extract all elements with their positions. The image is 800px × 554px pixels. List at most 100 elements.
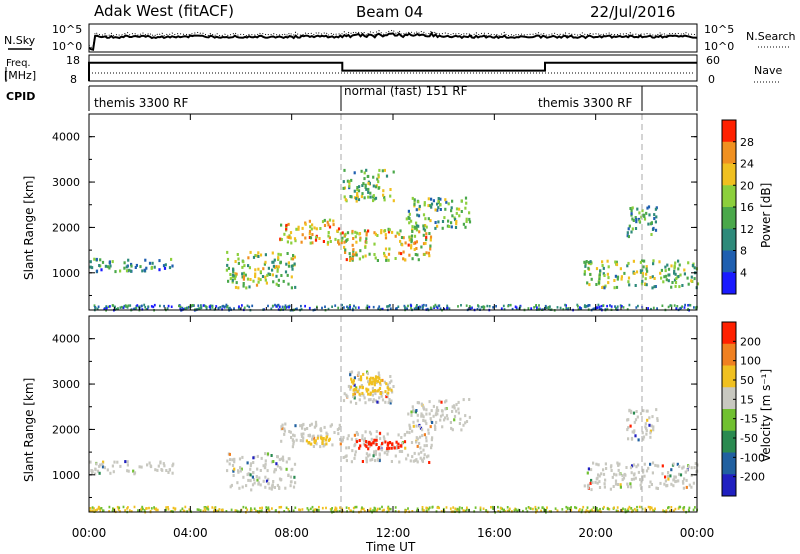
data-cell [239,466,242,470]
data-cell [633,429,636,433]
data-cell [139,265,142,269]
data-cell [266,452,270,456]
data-cell [389,401,392,405]
data-cell [168,468,171,472]
data-cell [413,234,417,238]
data-cell [636,415,639,419]
data-cell [280,457,283,461]
data-cell [128,509,131,512]
data-cell [192,304,195,307]
data-cell [616,305,619,308]
data-cell [381,391,384,395]
data-cell [450,206,453,210]
data-cell [369,195,372,199]
data-cell [613,279,616,282]
data-cell [445,414,449,418]
data-cell [609,304,611,307]
data-cell [381,442,384,446]
y-tick-label: 4000 [52,333,80,346]
data-cell [640,480,643,484]
data-cell [410,410,413,414]
data-cell [150,305,153,308]
data-cell [378,457,381,461]
data-cell [627,227,630,231]
data-cell [323,218,326,222]
data-cell [604,284,607,288]
data-cell [645,283,648,287]
data-cell [650,483,653,486]
data-cell [256,467,259,471]
data-cell [656,464,659,468]
data-cell [300,304,302,308]
data-cell [264,278,267,282]
data-cell [236,253,239,256]
data-cell [350,195,353,199]
data-cell [385,382,388,386]
data-cell [642,437,645,441]
data-cell [347,434,350,438]
data-cell [407,209,410,213]
data-cell [385,255,388,259]
data-cell [378,305,381,308]
data-cell [368,252,371,256]
data-cell [614,479,618,483]
data-cell [258,476,261,480]
data-cell [358,257,361,261]
data-cell [455,403,458,407]
data-cell [252,279,255,283]
data-cell [119,464,122,468]
data-cell [678,505,681,509]
data-cell [249,473,252,477]
colorbar-tick-label: -100 [740,451,765,464]
data-cell [335,508,337,512]
data-cell [310,422,313,426]
data-cell [289,236,292,240]
y-tick-label: 4000 [52,131,80,144]
data-cell [355,431,358,434]
data-cell [377,186,380,190]
data-cell [422,224,425,228]
data-cell [241,265,244,269]
data-cell [432,305,435,308]
data-cell [253,507,256,510]
data-cell [356,433,359,437]
data-cell [678,472,681,476]
data-cell [342,399,346,403]
data-cell [427,204,430,208]
data-cell [116,505,119,509]
data-cell [285,262,288,266]
data-cell [374,392,377,396]
data-cell [167,508,170,511]
data-cell [371,389,375,393]
data-cell [609,487,612,491]
data-cell [145,266,148,270]
data-cell [628,505,631,509]
data-cell [419,456,422,460]
data-cell [226,257,230,261]
data-cell [673,264,676,268]
data-cell [364,185,367,189]
data-cell [373,197,376,201]
data-cell [306,427,309,430]
data-cell [670,506,673,509]
beam-title: Beam 04 [356,3,423,21]
data-cell [247,256,250,260]
data-cell [656,419,659,422]
data-cell [129,269,132,273]
data-cell [538,304,540,307]
data-cell [312,509,315,513]
data-cell [654,285,657,288]
data-cell [311,435,314,439]
data-cell [377,175,380,179]
data-cell [135,306,138,310]
data-cell [336,510,338,513]
data-cell [653,509,656,512]
data-cell [388,398,391,401]
data-cell [246,461,249,465]
y-tick-label: 3000 [52,378,80,391]
data-cell [590,478,593,482]
data-cell [607,276,610,280]
data-cell [281,423,284,427]
